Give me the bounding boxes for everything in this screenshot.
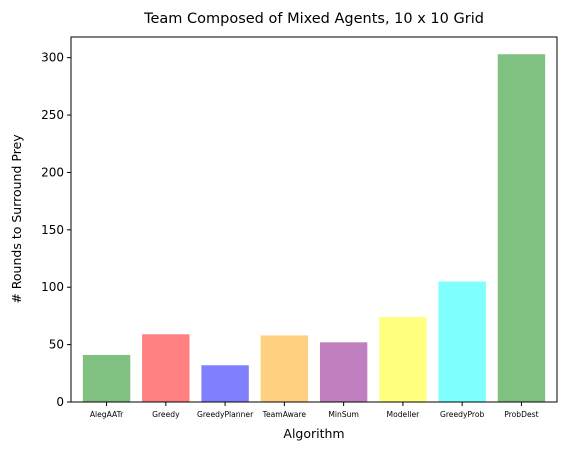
x-tick-label: TeamAware	[262, 410, 307, 419]
bar-greedy	[142, 334, 190, 402]
bar-modeller	[379, 317, 427, 402]
y-axis-label: # Rounds to Surround Prey	[9, 134, 24, 304]
x-tick-label: MinSum	[328, 410, 359, 419]
y-tick-label: 0	[56, 395, 64, 409]
y-tick-label: 100	[41, 280, 64, 294]
x-tick-label: AlegAATr	[90, 410, 124, 419]
x-tick-label: Modeller	[387, 410, 421, 419]
x-tick-label: ProbDest	[504, 410, 538, 419]
x-axis-label: Algorithm	[283, 426, 344, 441]
x-axis: AlegAATr Greedy GreedyPlanner TeamAware MinS…	[90, 402, 539, 419]
y-tick-label: 200	[41, 165, 64, 179]
y-tick-label: 50	[49, 338, 64, 352]
y-tick-label: 250	[41, 108, 64, 122]
x-tick-label: GreedyProb	[440, 410, 485, 419]
x-tick-label: Greedy	[152, 410, 180, 419]
chart-title: Team Composed of Mixed Agents, 10 x 10 G…	[143, 11, 484, 27]
bar-minsum	[319, 342, 368, 402]
plot-frame	[70, 36, 558, 403]
bar-greedyprob	[438, 281, 486, 402]
bar-alegaatr	[82, 354, 131, 402]
y-tick-label: 150	[41, 223, 64, 237]
bar-greedyplanner	[201, 365, 249, 402]
y-tick-label: 300	[41, 51, 64, 65]
bar-probdest	[497, 54, 546, 402]
bar-teamaware	[260, 335, 309, 402]
y-axis: 0 50 100 150 200 250 300	[41, 51, 71, 409]
x-tick-label: GreedyPlanner	[197, 410, 254, 419]
bars	[82, 54, 546, 402]
